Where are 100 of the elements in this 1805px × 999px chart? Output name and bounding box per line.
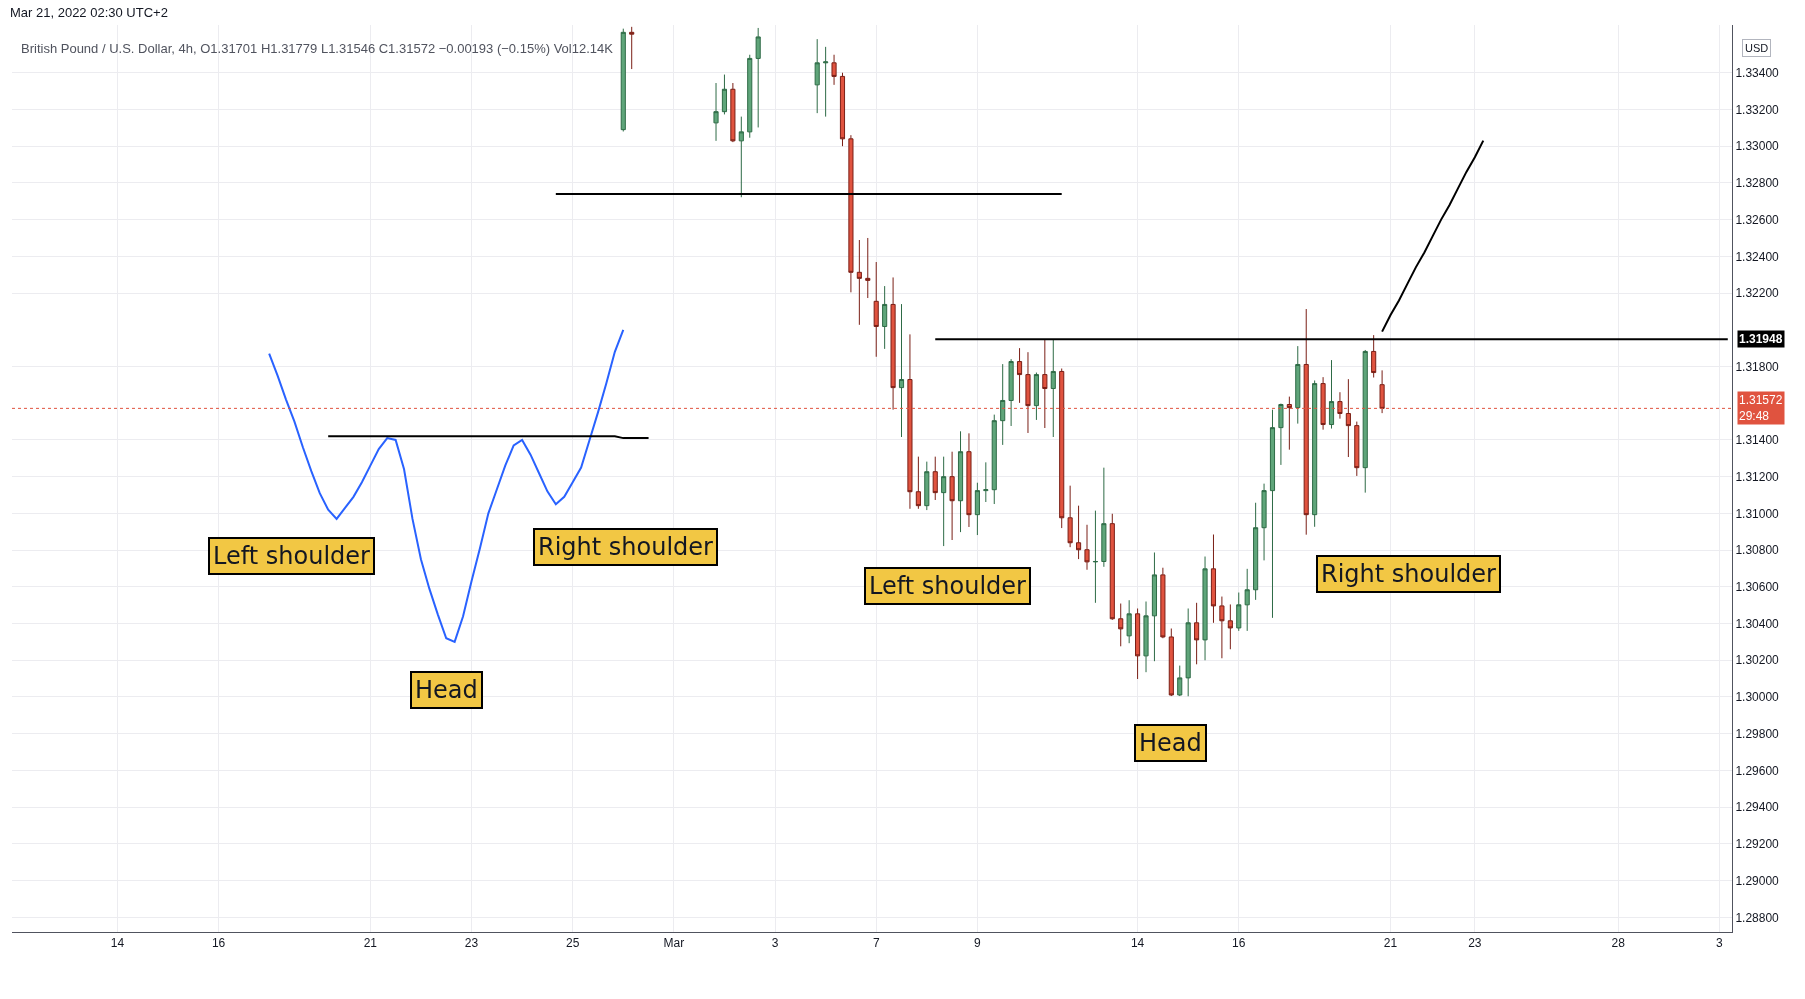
candlestick xyxy=(1253,502,1259,601)
x-tick-label: 3 xyxy=(771,936,779,951)
candlestick xyxy=(755,27,761,128)
y-tick-label: 1.31200 xyxy=(1735,469,1780,484)
candlestick xyxy=(1261,483,1267,561)
candlestick xyxy=(1067,485,1073,548)
text: USD xyxy=(1745,42,1769,54)
y-tick-label: 1.30000 xyxy=(1735,690,1780,705)
candlestick xyxy=(1151,551,1158,662)
y-tick-label: 1.30400 xyxy=(1735,616,1780,631)
y-tick-label: 1.28800 xyxy=(1735,910,1780,925)
ref-line-label: 1.31572 29:48 xyxy=(1739,393,1783,423)
y-tick-label: 1.30600 xyxy=(1735,580,1780,595)
candlestick xyxy=(898,303,905,438)
candlestick xyxy=(839,72,846,147)
candlestick xyxy=(983,461,989,503)
candlestick xyxy=(713,82,719,142)
candlestick xyxy=(941,456,947,547)
x-tick-label: 28 xyxy=(1611,936,1626,951)
y-tick-label: 1.32600 xyxy=(1735,212,1780,227)
y-tick-label: 1.31000 xyxy=(1735,506,1780,521)
candlestick xyxy=(915,456,921,510)
candlestick xyxy=(1278,403,1284,466)
candlestick xyxy=(848,134,854,293)
candlestick xyxy=(1016,347,1023,404)
x-tick-label: 21 xyxy=(1383,936,1398,951)
x-tick-label: 7 xyxy=(872,936,880,951)
candlestick xyxy=(1328,359,1335,430)
candlestick xyxy=(823,46,829,118)
annotation: Head xyxy=(415,676,478,704)
candlestick xyxy=(738,116,744,198)
candlestick xyxy=(1050,338,1056,438)
candlestick xyxy=(1000,363,1006,446)
y-tick-label: 1.33000 xyxy=(1735,139,1780,154)
candlestick xyxy=(1177,665,1183,697)
candlestick xyxy=(882,285,888,350)
candlestick xyxy=(1076,505,1082,560)
candlestick xyxy=(1312,379,1318,528)
x-tick-label: 25 xyxy=(566,936,580,951)
y-tick-label: 1.31400 xyxy=(1735,433,1780,448)
candlestick xyxy=(1109,513,1115,621)
y-tick-label: 1.32400 xyxy=(1735,249,1780,264)
x-tick-label: Mar xyxy=(663,936,685,951)
candlestick xyxy=(1236,592,1242,632)
candlestick xyxy=(747,54,753,139)
y-tick-label: 1.29600 xyxy=(1735,763,1780,778)
y-tick-label: 1.29200 xyxy=(1735,837,1780,852)
candlestick xyxy=(974,482,980,536)
y-tick-label: 1.33400 xyxy=(1735,65,1780,80)
y-tick-label: 1.32200 xyxy=(1735,286,1780,301)
candlestick xyxy=(873,261,879,358)
y-tick-label: 1.30200 xyxy=(1735,653,1780,668)
candlestick xyxy=(1092,510,1098,604)
candlestick xyxy=(1227,603,1233,650)
x-tick-label: 21 xyxy=(363,936,378,951)
text: 1.31948 xyxy=(1739,332,1783,346)
candlestick xyxy=(1371,334,1377,379)
annotation: Left shoulder xyxy=(213,542,371,570)
candlestick xyxy=(1143,601,1149,673)
candlestick xyxy=(1135,607,1141,680)
candlestick xyxy=(1194,602,1200,665)
annotation: Right shoulder xyxy=(1321,560,1497,588)
candlestick xyxy=(1210,534,1217,624)
candlestick xyxy=(924,461,930,511)
candlestick xyxy=(1033,372,1039,421)
candlestick xyxy=(831,54,837,86)
candlestick xyxy=(1354,421,1360,477)
candlestick xyxy=(1168,628,1174,697)
candlestick xyxy=(814,38,820,114)
x-tick-label: 23 xyxy=(464,936,479,951)
candlestick xyxy=(1101,467,1107,568)
x-tick-label: 14 xyxy=(1130,936,1145,951)
annotation: Left shoulder xyxy=(869,572,1027,600)
candlestick xyxy=(620,28,626,132)
candlestick xyxy=(1126,599,1132,644)
candlestick xyxy=(1269,409,1276,619)
candlestick xyxy=(1244,568,1250,632)
candlestick xyxy=(966,432,972,528)
chart-title: Mar 21, 2022 02:30 UTC+2 xyxy=(10,4,168,20)
annotation: Right shoulder xyxy=(538,533,714,561)
x-tick-label: 16 xyxy=(1232,936,1246,951)
y-tick-label: 1.29400 xyxy=(1735,800,1780,815)
candlestick xyxy=(1219,596,1225,659)
candlestick xyxy=(1118,603,1124,647)
y-tick-label: 1.31800 xyxy=(1735,359,1780,374)
y-tick-label: 1.30800 xyxy=(1735,543,1780,558)
annotation: Head xyxy=(1139,729,1202,757)
candlestick xyxy=(949,451,955,541)
candlestick xyxy=(1160,567,1166,639)
candlestick xyxy=(865,237,871,299)
x-tick-label: 3 xyxy=(1716,936,1724,951)
x-tick-label: 23 xyxy=(1468,936,1482,951)
candlestick xyxy=(932,456,938,501)
text: British Pound / U.S. Dollar, 4h, O1.31701 H1.31779 L1.31546 C1.31572 −0.00193 (−0.15%) Vol12.14K xyxy=(21,41,614,56)
candlestick xyxy=(1008,358,1014,427)
x-tick-label: 9 xyxy=(974,936,982,951)
y-tick-label: 1.29000 xyxy=(1735,873,1780,888)
x-tick-label: 16 xyxy=(211,936,226,951)
candlestick xyxy=(991,414,997,505)
candlestick xyxy=(721,74,728,115)
